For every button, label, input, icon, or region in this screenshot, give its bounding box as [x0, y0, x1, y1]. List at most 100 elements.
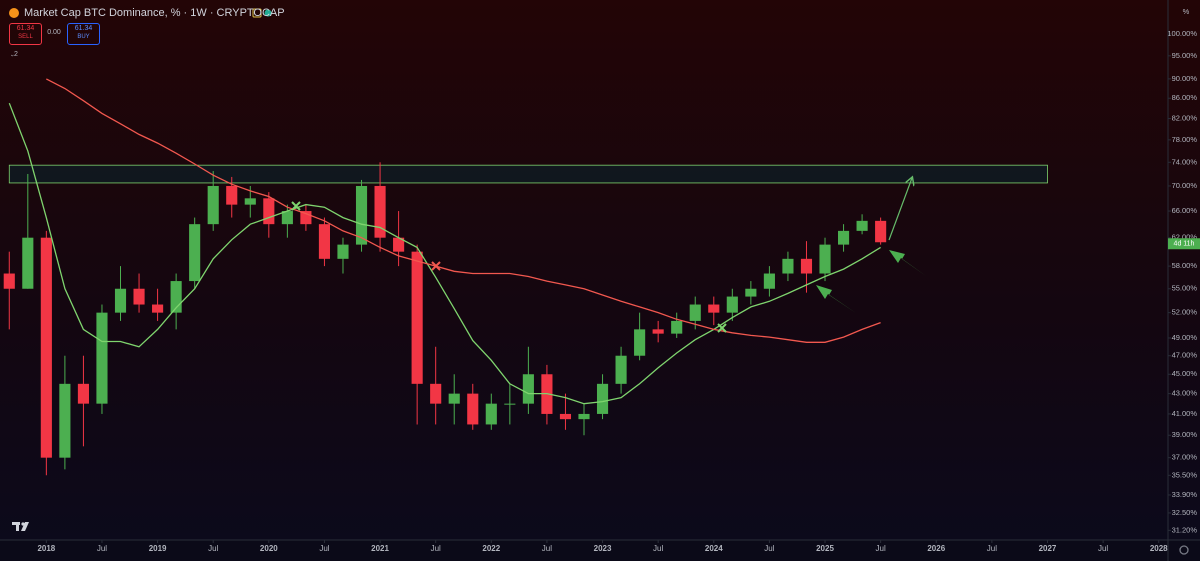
candle-body: [263, 198, 275, 225]
x-tick-label: Jul: [653, 544, 663, 553]
x-tick-label: Jul: [97, 544, 107, 553]
candle-body: [152, 304, 164, 313]
y-tick-label: 39.00%: [1172, 430, 1198, 439]
candle-body: [281, 211, 293, 225]
settings-button[interactable]: [1179, 545, 1189, 555]
x-tick-label: Jul: [319, 544, 329, 553]
chart-title: Market Cap BTC Dominance, % · 1W · CRYPT…: [24, 7, 285, 19]
x-tick-label: 2020: [260, 544, 278, 553]
spread: 0.00: [47, 29, 61, 36]
candle-body: [708, 304, 720, 313]
logo-part: [16, 522, 19, 531]
chevron: ›: [8, 54, 15, 57]
candle-body: [652, 329, 664, 334]
x-tick-label: Jul: [542, 544, 552, 553]
candle-body: [578, 413, 590, 420]
candle-body: [22, 237, 34, 289]
x-tick-label: Jul: [1098, 544, 1108, 553]
candle-body: [244, 198, 256, 205]
x-tick-label: 2019: [149, 544, 167, 553]
candle-body: [522, 374, 534, 404]
candle-body: [337, 244, 349, 259]
candle-body: [800, 258, 813, 274]
y-tick-label: 33.90%: [1172, 490, 1198, 499]
candle-body: [318, 224, 331, 259]
candle-body: [226, 185, 238, 205]
candle-body: [559, 413, 572, 420]
y-tick-label: 70.00%: [1172, 181, 1198, 190]
candle-body: [856, 220, 868, 231]
y-tick-label: 58.00%: [1172, 261, 1198, 270]
y-tick-label: 66.00%: [1172, 206, 1198, 215]
plot-area: [3, 78, 1048, 476]
candle-body: [596, 383, 609, 414]
candle-body: [467, 393, 479, 425]
candle-body: [96, 312, 108, 404]
x-tick-label: Jul: [764, 544, 774, 553]
cross-marker: [717, 323, 727, 333]
y-tick-label: 78.00%: [1172, 135, 1198, 144]
candle-body: [40, 237, 52, 458]
y-tick-label: 74.00%: [1172, 157, 1198, 166]
x-tick-label: 2022: [482, 544, 500, 553]
candle-body: [615, 355, 627, 384]
sell-button[interactable]: 61.34 SELL: [9, 23, 42, 45]
y-tick-label: 52.00%: [1172, 308, 1198, 317]
y-tick-label: 82.00%: [1172, 114, 1198, 123]
axis-unit: %: [1183, 7, 1190, 16]
countdown: 4d 11h: [1174, 241, 1195, 248]
logo-part: [21, 522, 29, 531]
candle-body: [114, 288, 127, 313]
x-tick-label: Jul: [208, 544, 218, 553]
x-tick-label: Jul: [876, 544, 886, 553]
buy-button[interactable]: 61.34 BUY: [67, 23, 100, 45]
flag-button[interactable]: [252, 8, 262, 18]
candle-body: [3, 273, 15, 289]
pointer-arrow: [889, 250, 926, 276]
price-label: [1168, 238, 1200, 250]
moving-average: [8, 102, 881, 405]
annotations: [291, 178, 926, 333]
buy-label: BUY: [77, 34, 90, 40]
candle-body: [689, 304, 701, 321]
candle-body: [170, 281, 182, 313]
y-tick-label: 100.00%: [1167, 29, 1197, 38]
sell-price: 61.34: [16, 25, 35, 32]
x-tick-label: 2021: [371, 544, 389, 553]
y-tick-label: 90.00%: [1172, 74, 1198, 83]
candle-body: [300, 211, 312, 225]
candle-body: [355, 185, 368, 245]
candle-body: [77, 383, 89, 404]
candle-body: [634, 329, 646, 356]
buy-price: 61.34: [74, 25, 93, 32]
y-tick-label: 43.00%: [1172, 389, 1198, 398]
candle-body: [59, 383, 71, 458]
y-tick-label: 86.00%: [1172, 93, 1198, 102]
y-tick-label: 37.00%: [1172, 453, 1198, 462]
candle-body: [393, 237, 405, 252]
y-tick-label: 35.50%: [1172, 470, 1198, 479]
y-tick-label: 41.00%: [1172, 409, 1198, 418]
indicators-toggle[interactable]: › 2: [8, 50, 30, 60]
indicator-count: 2: [13, 51, 18, 58]
market-status: [264, 9, 272, 17]
candle-body: [430, 383, 442, 404]
y-tick-label: 49.00%: [1172, 333, 1198, 342]
projection-arrow: [888, 178, 912, 241]
cross-marker: [431, 261, 441, 271]
y-tick-label: 95.00%: [1172, 51, 1198, 60]
candle-body: [763, 273, 775, 289]
candle-body: [448, 393, 460, 404]
candle-body: [671, 320, 683, 334]
candle-body: [485, 403, 497, 425]
candle-body: [411, 251, 423, 384]
y-tick-label: 45.00%: [1172, 369, 1198, 378]
x-tick-label: Jul: [987, 544, 997, 553]
x-tick-label: 2025: [816, 544, 834, 553]
candle-body: [207, 185, 219, 225]
resistance-zone: [8, 164, 1048, 184]
candle-body: [504, 403, 516, 405]
pointer-arrow: [816, 285, 856, 313]
x-tick-label: 2023: [594, 544, 612, 553]
